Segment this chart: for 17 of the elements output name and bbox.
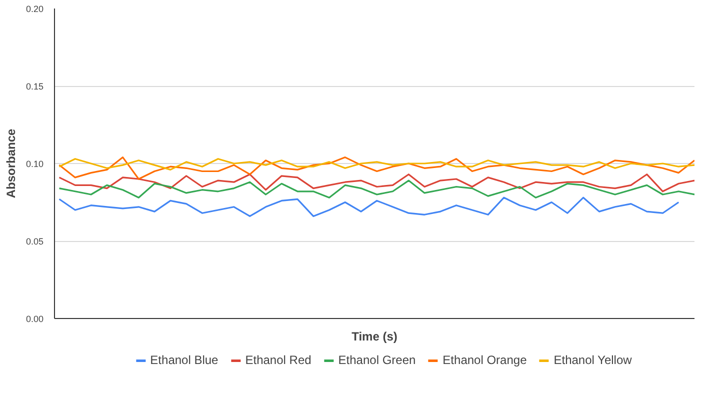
- legend-label: Ethanol Orange: [442, 353, 527, 367]
- y-tick-label: 0.00: [26, 314, 44, 324]
- line-series: [58, 158, 694, 170]
- line-series: [58, 174, 694, 192]
- x-axis-title: Time (s): [352, 330, 398, 344]
- y-tick-label: 0.20: [26, 4, 44, 14]
- line-series: [58, 180, 694, 198]
- legend-label: Ethanol Red: [245, 353, 312, 367]
- legend-label: Ethanol Blue: [150, 353, 218, 367]
- legend-label: Ethanol Yellow: [554, 353, 632, 367]
- line-series: [58, 156, 694, 180]
- legend-label: Ethanol Green: [338, 353, 416, 367]
- y-tick-label: 0.05: [26, 236, 44, 246]
- line-series: [58, 196, 680, 217]
- y-tick-label: 0.15: [26, 82, 44, 92]
- y-tick-label: 0.10: [26, 159, 44, 169]
- y-axis-title: Absorbance: [4, 128, 18, 198]
